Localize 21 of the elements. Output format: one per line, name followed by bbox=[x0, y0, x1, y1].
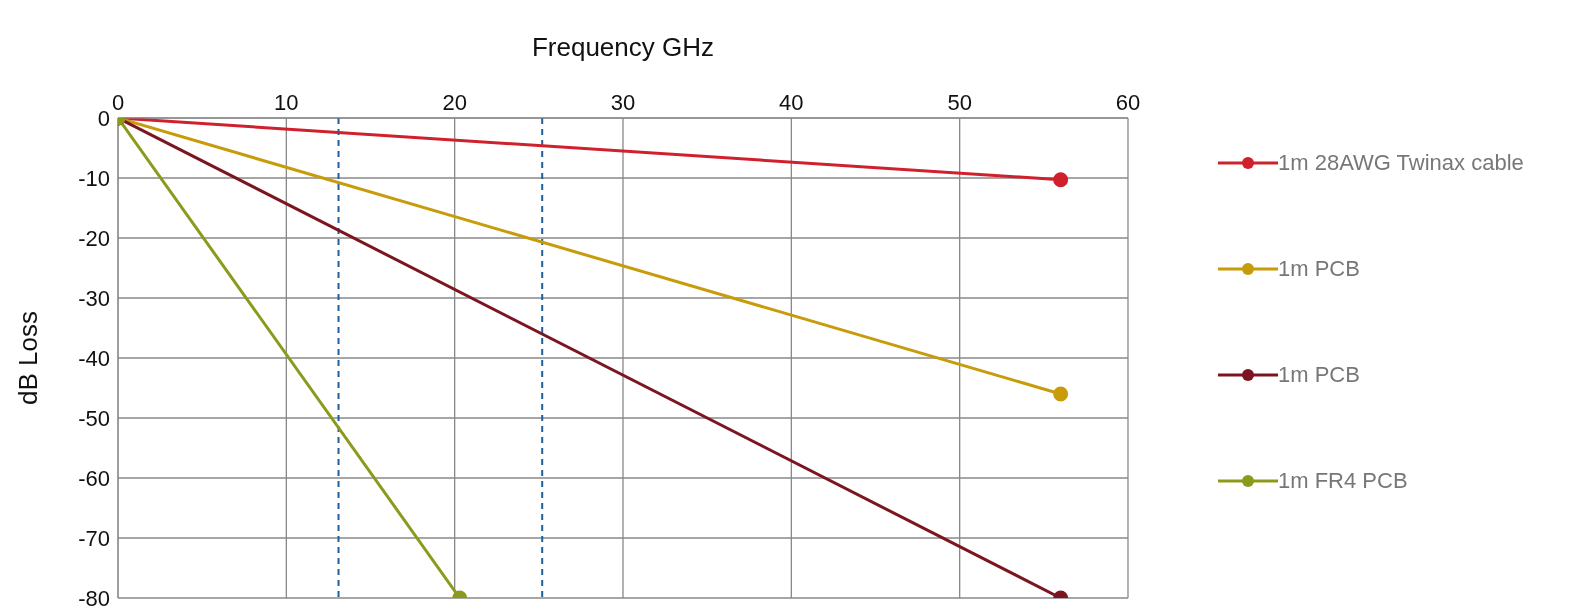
x-axis-title: Frequency GHz bbox=[531, 32, 715, 63]
y-axis-title: dB Loss bbox=[13, 311, 44, 405]
legend-label: 1m PCB bbox=[1278, 362, 1360, 388]
y-tick-label: -10 bbox=[78, 165, 110, 191]
y-tick-label: -50 bbox=[78, 405, 110, 431]
x-tick-label: 60 bbox=[1115, 90, 1141, 115]
x-tick-label: 50 bbox=[947, 90, 972, 115]
y-tick-label: -40 bbox=[78, 345, 110, 371]
x-tick-label: 30 bbox=[610, 90, 636, 115]
legend-label: 1m PCB bbox=[1278, 256, 1360, 282]
y-tick-label: -60 bbox=[78, 465, 110, 491]
y-tick-label: -80 bbox=[78, 585, 110, 609]
x-tick-label: 40 bbox=[779, 90, 804, 115]
legend-label: 1m 28AWG Twinax cable bbox=[1278, 150, 1524, 176]
y-tick-label: -30 bbox=[78, 285, 110, 311]
y-tick-label: -70 bbox=[78, 525, 110, 551]
legend-label: 1m FR4 PCB bbox=[1278, 468, 1408, 494]
x-tick-label: 10 bbox=[274, 90, 299, 115]
point bbox=[1053, 386, 1069, 402]
y-tick-label: -20 bbox=[78, 225, 110, 251]
x-tick-label: 20 bbox=[442, 90, 467, 115]
